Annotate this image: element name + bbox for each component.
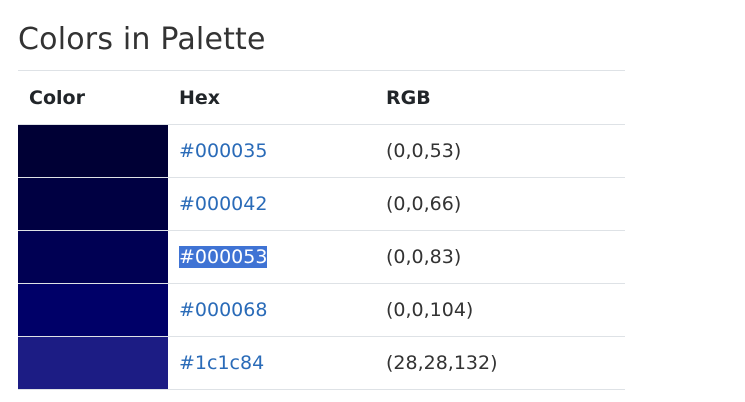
hex-link[interactable]: #000042 <box>179 193 268 215</box>
rgb-value: (0,0,104) <box>375 283 625 337</box>
table-row: #000053 (0,0,83) <box>18 230 625 284</box>
swatch-cell <box>18 124 168 178</box>
hex-cell: #000035 <box>168 124 375 178</box>
table-row: #1c1c84 (28,28,132) <box>18 336 625 390</box>
table-body: #000035 (0,0,53) #000042 (0,0,66) #00005… <box>18 124 625 390</box>
color-swatch <box>18 231 168 283</box>
swatch-cell <box>18 230 168 284</box>
header-hex: Hex <box>168 70 375 125</box>
hex-cell: #000053 <box>168 230 375 284</box>
hex-cell: #1c1c84 <box>168 336 375 390</box>
swatch-cell <box>18 283 168 337</box>
hex-cell: #000042 <box>168 177 375 231</box>
hex-link[interactable]: #000068 <box>179 299 268 321</box>
table-row: #000035 (0,0,53) <box>18 124 625 178</box>
page-title: Colors in Palette <box>18 22 266 57</box>
color-swatch <box>18 125 168 177</box>
table-row: #000042 (0,0,66) <box>18 177 625 231</box>
swatch-cell <box>18 177 168 231</box>
hex-cell: #000068 <box>168 283 375 337</box>
swatch-cell <box>18 336 168 390</box>
color-swatch <box>18 284 168 336</box>
header-row: Color Hex RGB <box>18 70 625 125</box>
table-row: #000068 (0,0,104) <box>18 283 625 337</box>
rgb-value: (0,0,53) <box>375 124 625 178</box>
rgb-value: (0,0,83) <box>375 230 625 284</box>
hex-link[interactable]: #1c1c84 <box>179 352 265 374</box>
rgb-value: (0,0,66) <box>375 177 625 231</box>
color-swatch <box>18 178 168 230</box>
hex-link[interactable]: #000035 <box>179 140 268 162</box>
color-swatch <box>18 337 168 389</box>
hex-link[interactable]: #000053 <box>179 246 268 268</box>
header-color: Color <box>18 70 168 125</box>
palette-table: Color Hex RGB #000035 (0,0,53) #0 <box>18 70 625 390</box>
table-header: Color Hex RGB <box>18 70 625 125</box>
header-rgb: RGB <box>375 70 625 125</box>
rgb-value: (28,28,132) <box>375 336 625 390</box>
